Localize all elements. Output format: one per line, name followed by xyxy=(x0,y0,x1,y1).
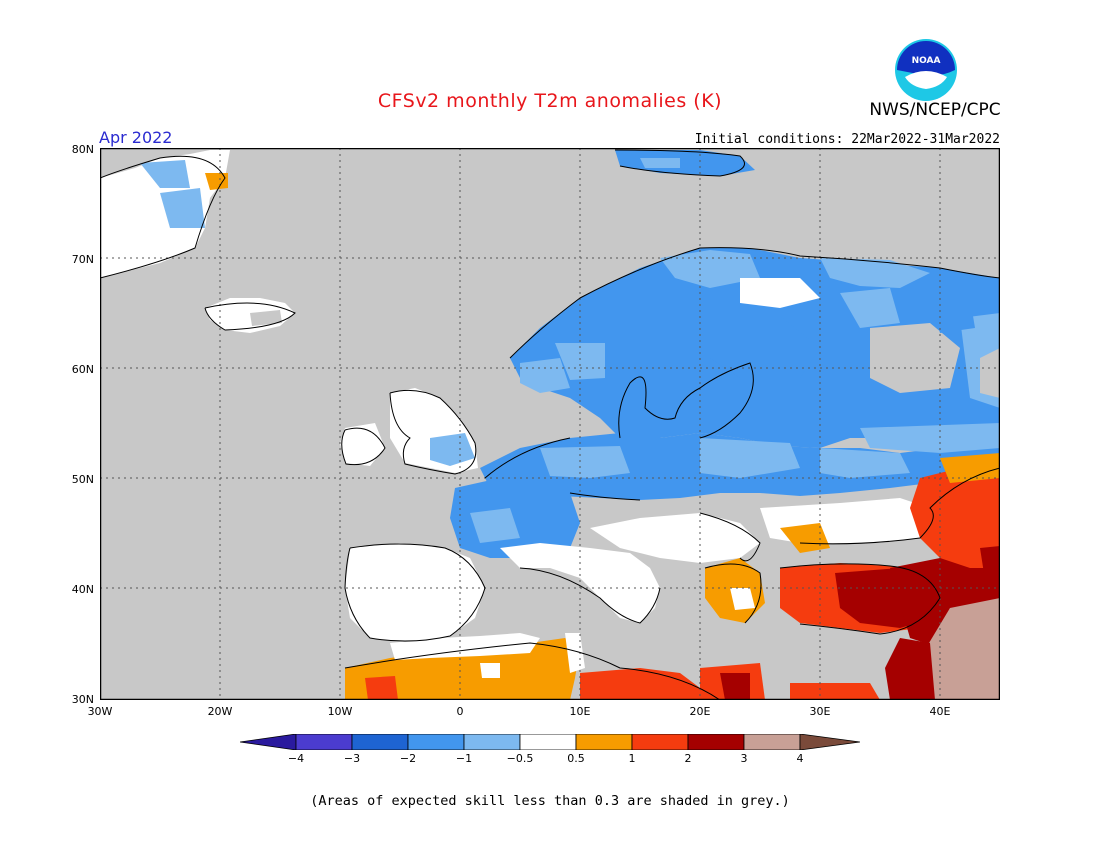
colorbar-bin-minus2-minus1 xyxy=(407,734,465,750)
central-europe-region xyxy=(480,423,1000,500)
colorbar-bin-3-4 xyxy=(743,734,801,750)
colorbar-label-minus1: −1 xyxy=(455,752,473,765)
map-gridlines xyxy=(100,148,1000,700)
colorbar-label-minus3: −3 xyxy=(343,752,361,765)
lon-label-20e: 20E xyxy=(689,705,711,718)
colorbar-bin-05-1 xyxy=(575,734,633,750)
lon-label-30e: 30E xyxy=(809,705,831,718)
colorbar-label-minus05: −0.5 xyxy=(506,752,534,765)
france-region xyxy=(450,478,580,558)
agency-label: NWS/NCEP/CPC xyxy=(869,100,1001,120)
colorbar-bin-above-4 xyxy=(799,734,860,750)
map-frame xyxy=(100,148,1000,700)
colorbar-label-minus2: −2 xyxy=(399,752,417,765)
colorbar-bin-below-minus4 xyxy=(240,734,297,750)
lat-label-40n: 40N xyxy=(71,583,94,596)
svalbard-region xyxy=(615,150,755,176)
noaa-logo: NOAA xyxy=(893,37,959,107)
colorbar-label-minus4: −4 xyxy=(287,752,305,765)
colorbar-label-05: 0.5 xyxy=(567,752,585,765)
skill-note: (Areas of expected skill less than 0.3 a… xyxy=(310,793,790,809)
greenland-region xyxy=(100,150,230,278)
chart-title: CFSv2 monthly T2m anomalies (K) xyxy=(377,90,723,112)
coastlines xyxy=(100,149,1000,700)
noaa-logo-text: NOAA xyxy=(912,56,941,66)
lat-label-50n: 50N xyxy=(71,473,94,486)
iceland-grey-patch xyxy=(250,310,282,326)
lon-label-10e: 10E xyxy=(569,705,591,718)
lat-label-70n: 70N xyxy=(71,253,94,266)
north-africa-region xyxy=(345,633,880,700)
colorbar-bin-minus4-minus3 xyxy=(295,734,353,750)
colorbar-bin-1-2 xyxy=(631,734,689,750)
italy-alps-region xyxy=(500,498,930,623)
forecast-month: Apr 2022 xyxy=(99,128,173,147)
iberia-region xyxy=(345,543,485,643)
southeast-warm-region xyxy=(705,453,1000,700)
lon-label-10w: 10W xyxy=(327,705,353,718)
colorbar-label-4: 4 xyxy=(796,752,804,765)
lon-label-20w: 20W xyxy=(207,705,233,718)
lat-label-30n: 30N xyxy=(71,693,94,706)
lat-label-60n: 60N xyxy=(71,363,94,376)
scandinavia-region xyxy=(510,248,1000,448)
lat-label-80n: 80N xyxy=(71,143,94,156)
colorbar-label-2: 2 xyxy=(684,752,692,765)
colorbar-bin-minus3-minus2 xyxy=(351,734,409,750)
lon-label-0: 0 xyxy=(456,705,464,718)
lon-label-40e: 40E xyxy=(929,705,951,718)
lon-label-30w: 30W xyxy=(87,705,113,718)
initial-conditions: Initial conditions: 22Mar2022-31Mar2022 xyxy=(694,132,1000,147)
svalbard-light xyxy=(640,158,680,168)
colorbar-bin-2-3 xyxy=(687,734,745,750)
colorbar-label-1: 1 xyxy=(628,752,636,765)
colorbar-bin-neutral xyxy=(519,734,577,750)
colorbar-label-3: 3 xyxy=(740,752,748,765)
anomaly-map xyxy=(100,148,1000,700)
colorbar-bin-minus1-minus05 xyxy=(463,734,521,750)
colorbar xyxy=(240,734,860,750)
